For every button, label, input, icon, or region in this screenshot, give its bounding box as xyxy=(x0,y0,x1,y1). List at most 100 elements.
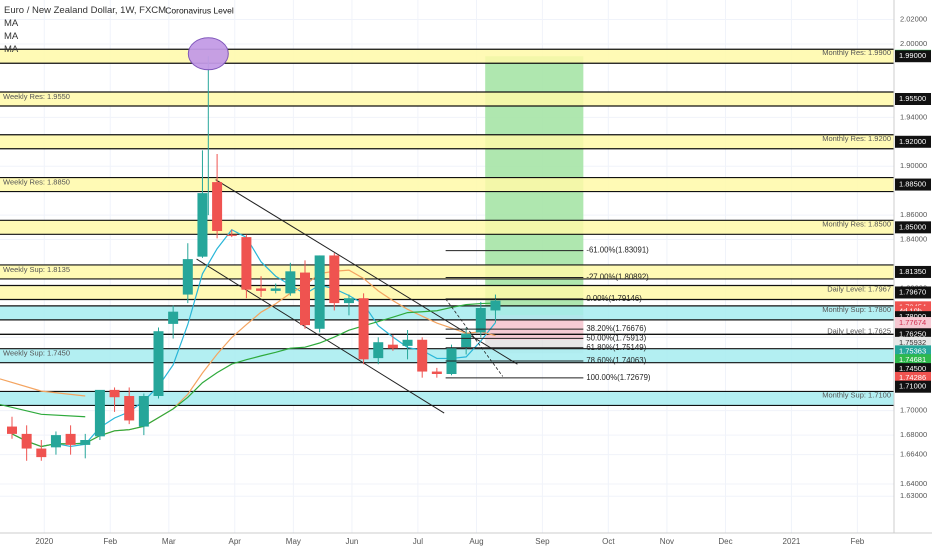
price-tag-label: 1.74500 xyxy=(899,364,926,373)
price-tag[interactable] xyxy=(895,380,931,393)
candle-body-up[interactable] xyxy=(343,298,354,304)
candle-body-down[interactable] xyxy=(300,272,310,326)
level-label: Monthly Res: 1.8500 xyxy=(822,219,891,228)
price-tag-label: 1.74681 xyxy=(899,355,926,364)
level-band xyxy=(0,134,894,149)
price-tag[interactable] xyxy=(895,317,931,330)
level-label: Monthly Sup: 1.7100 xyxy=(822,390,891,399)
candle-body-up[interactable] xyxy=(94,389,105,437)
candle-body-down[interactable] xyxy=(36,448,47,458)
level-label: Weekly Sup: 1.7450 xyxy=(3,349,70,358)
level-band xyxy=(0,92,894,106)
candle-body-down[interactable] xyxy=(329,255,340,304)
price-tick-label: 2.02000 xyxy=(900,15,927,24)
price-tag-label: 1.99000 xyxy=(899,51,926,60)
price-tick-label: 1.68000 xyxy=(900,430,927,439)
price-tag[interactable] xyxy=(895,50,931,63)
candle-body-up[interactable] xyxy=(197,193,208,257)
level-label: Weekly Sup: 1.8135 xyxy=(3,265,70,274)
price-tag-label: 1.88500 xyxy=(899,180,926,189)
coronavirus-ellipse[interactable] xyxy=(187,37,229,71)
candle-body-up[interactable] xyxy=(402,339,413,346)
level-band xyxy=(0,220,894,235)
price-tag[interactable] xyxy=(895,265,931,278)
price-tag-label: 1.71000 xyxy=(899,382,926,391)
price-tag-label: 1.77674 xyxy=(899,318,926,327)
candle-body-down[interactable] xyxy=(417,339,428,372)
time-tick-label: Dec xyxy=(718,537,732,546)
fib-label: 100.00%(1.72679) xyxy=(586,373,651,382)
candle-body-down[interactable] xyxy=(256,288,267,291)
price-tick-label: 1.66400 xyxy=(900,450,927,459)
candle-body-down[interactable] xyxy=(212,182,223,231)
level-label: Daily Level: 1.7625 xyxy=(827,326,891,335)
time-tick-label: Aug xyxy=(469,537,483,546)
price-tag-label: 1.81350 xyxy=(899,267,926,276)
fib-label: -27.00%(1.80892) xyxy=(586,273,649,282)
candle-body-up[interactable] xyxy=(153,331,164,396)
price-tag-label: 1.74286 xyxy=(899,373,926,382)
price-tag-label: 1.85000 xyxy=(899,222,926,231)
candle-body-down[interactable] xyxy=(431,371,442,374)
ma-medium-history-line xyxy=(0,378,86,397)
level-band xyxy=(0,177,894,192)
time-tick-label: May xyxy=(286,537,301,546)
time-tick-label: Oct xyxy=(602,537,615,546)
candle-body-up[interactable] xyxy=(138,396,149,427)
candle-body-down[interactable] xyxy=(21,433,32,449)
candle-body-down[interactable] xyxy=(124,396,135,421)
candle-body-down[interactable] xyxy=(65,433,76,445)
candle-body-down[interactable] xyxy=(109,389,120,398)
time-tick-label: Sep xyxy=(535,537,550,546)
indicator-label-ma-3[interactable]: MA xyxy=(4,44,19,55)
candle-body-up[interactable] xyxy=(270,288,281,291)
level-band xyxy=(0,264,894,279)
price-tag-label: 1.79670 xyxy=(899,287,926,296)
candle-body-down[interactable] xyxy=(226,234,237,236)
candle-body-up[interactable] xyxy=(461,333,472,348)
time-tick-label: Jul xyxy=(413,537,423,546)
candle-body-up[interactable] xyxy=(490,300,501,311)
channel-lower-line[interactable] xyxy=(196,258,445,414)
price-tag-label: 1.95500 xyxy=(899,94,926,103)
level-label: Weekly Res: 1.9550 xyxy=(3,92,70,101)
time-tick-label: Apr xyxy=(229,537,242,546)
candle-body-down[interactable] xyxy=(241,237,252,290)
price-tag-label: 1.78000 xyxy=(899,312,926,321)
candle-body-up[interactable] xyxy=(314,255,325,329)
fib-label: 50.00%(1.75913) xyxy=(586,333,646,342)
price-tick-label: 1.84000 xyxy=(900,235,927,244)
price-tag[interactable] xyxy=(895,135,931,148)
indicator-label-ma-1[interactable]: MA xyxy=(4,18,19,29)
candle-body-up[interactable] xyxy=(182,259,193,295)
time-tick-label: Mar xyxy=(162,537,176,546)
level-band xyxy=(0,285,894,300)
price-tick-label: 1.94000 xyxy=(900,112,927,121)
level-band xyxy=(0,305,894,320)
price-tag[interactable] xyxy=(895,286,931,299)
time-axis-background xyxy=(0,533,932,550)
candle-body-up[interactable] xyxy=(285,271,296,294)
level-label: Daily Level: 1.7967 xyxy=(827,284,891,293)
symbol-title: Euro / New Zealand Dollar, 1W, FXCM xyxy=(4,5,167,16)
candle-body-up[interactable] xyxy=(168,311,179,324)
price-tick-label: 2.00000 xyxy=(900,39,927,48)
candle-body-down[interactable] xyxy=(358,298,369,360)
ma-slow-line xyxy=(11,302,496,448)
candle-body-up[interactable] xyxy=(80,440,91,445)
price-tag[interactable] xyxy=(895,221,931,234)
indicator-label-ma-2[interactable]: MA xyxy=(4,31,19,42)
price-tick-label: 1.64000 xyxy=(900,479,927,488)
candle-body-down[interactable] xyxy=(387,344,398,349)
candle-body-up[interactable] xyxy=(475,308,486,333)
candle-body-down[interactable] xyxy=(7,426,17,434)
ma-slow-history-line xyxy=(0,403,86,418)
candle-body-up[interactable] xyxy=(50,435,61,448)
coronavirus-annotation: Coronavirus Level xyxy=(165,5,234,15)
price-tag[interactable] xyxy=(895,93,931,105)
price-tag-label: 1.75363 xyxy=(899,346,926,355)
candle-body-up[interactable] xyxy=(373,342,384,359)
price-tag-label: 4d 10h xyxy=(899,307,922,316)
price-tag[interactable] xyxy=(895,178,931,191)
